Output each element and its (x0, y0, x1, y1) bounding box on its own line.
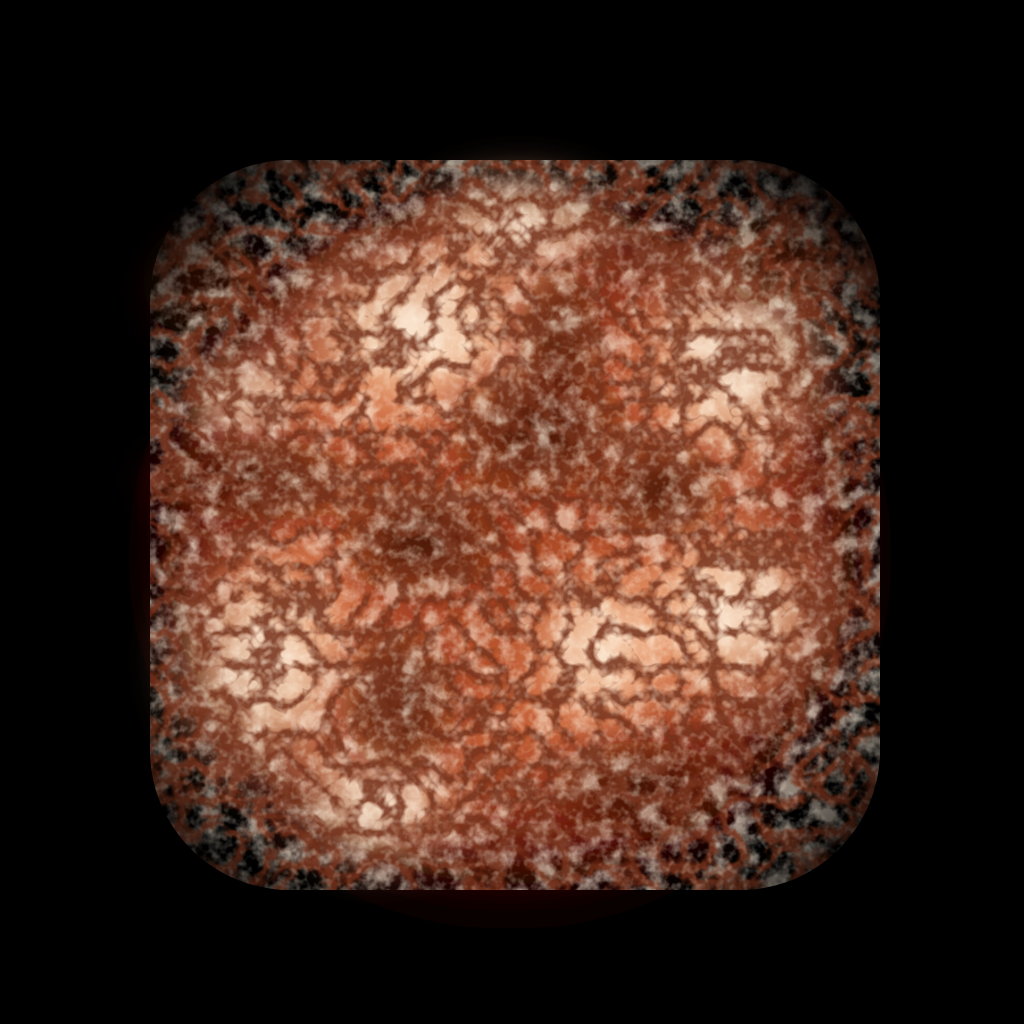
orb-body (130, 160, 880, 890)
fine-texture (150, 160, 880, 890)
